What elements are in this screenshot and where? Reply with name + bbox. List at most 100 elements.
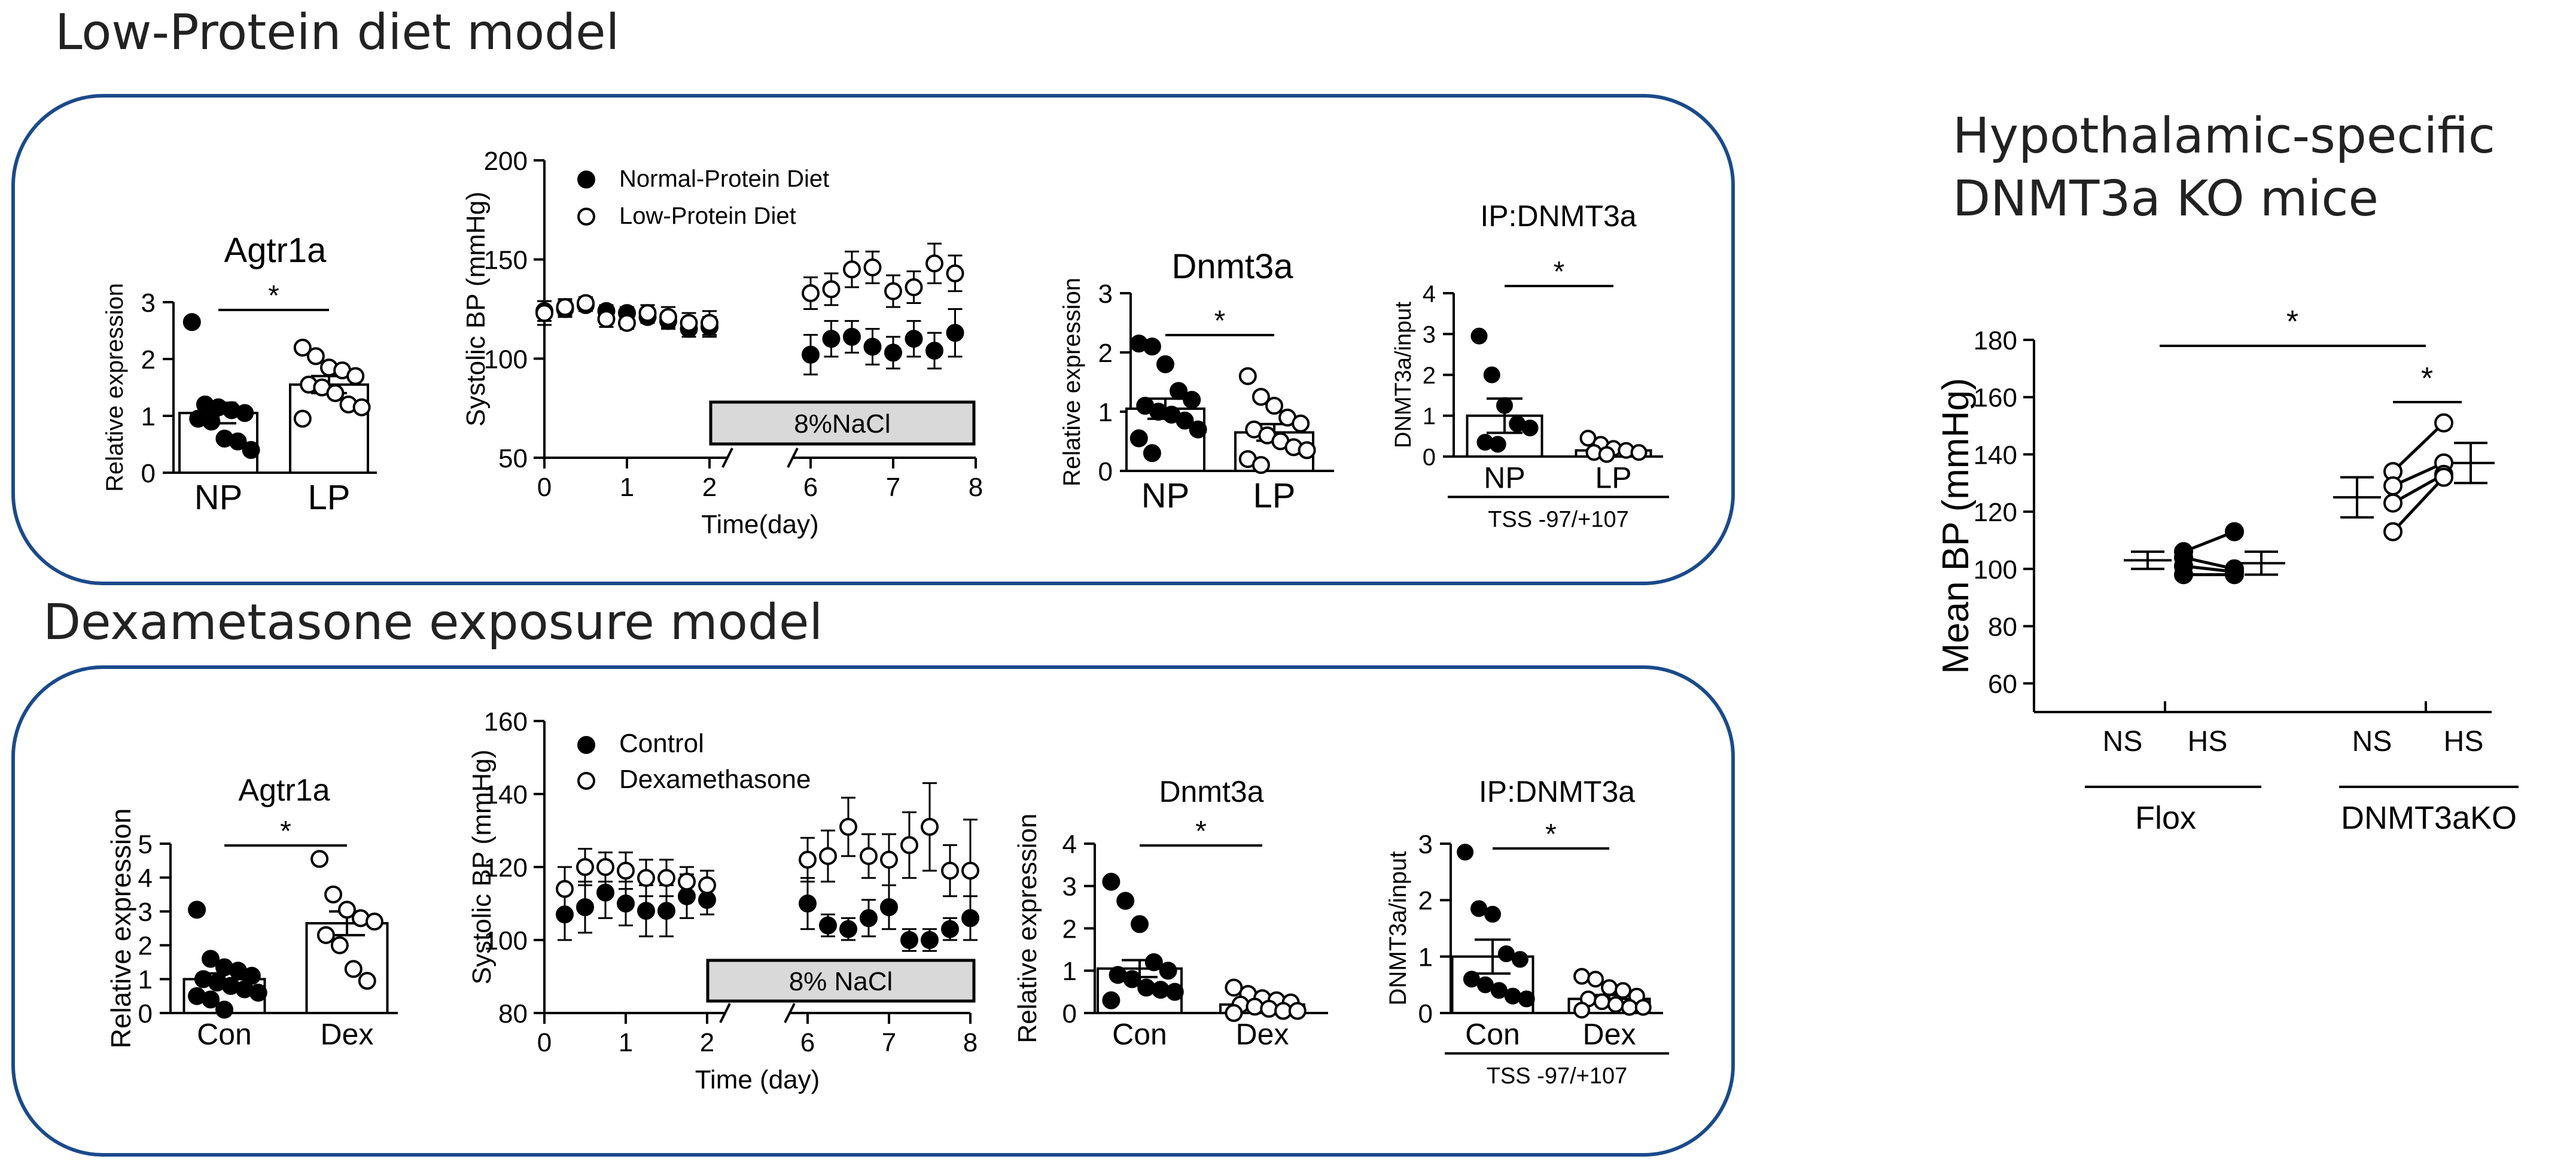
legend-label-1: Low-Protein Diet <box>619 203 796 229</box>
data-point <box>324 885 343 904</box>
y-tick-label: 0 <box>1062 999 1077 1029</box>
data-point <box>1476 976 1494 993</box>
x-tick-label: 8 <box>963 1028 978 1057</box>
salt-period-label: 8% NaCl <box>789 967 893 996</box>
series-point-0 <box>596 883 614 902</box>
significance-marker: * <box>2421 361 2433 396</box>
x-tick-label: 0 <box>537 473 552 502</box>
series-point-1 <box>596 858 614 876</box>
lp-section-title: Low-Protein diet model <box>55 4 619 61</box>
ko-title-line1: Hypothalamic-specific <box>1953 108 2495 165</box>
condition-label-0: NS <box>2103 726 2143 758</box>
paired-line <box>2392 476 2445 533</box>
y-axis-label: Systolic BP (mmHg) <box>467 750 497 985</box>
y-tick-label: 140 <box>484 780 528 810</box>
y-tick-label: 1 <box>1423 403 1436 430</box>
significance-marker: * <box>1214 305 1226 337</box>
series-point-1 <box>657 869 675 887</box>
paired-point-hs <box>2434 413 2453 433</box>
data-point <box>1521 419 1539 437</box>
legend-label-0: Normal-Protein Diet <box>619 166 829 192</box>
series-point-0 <box>900 931 918 949</box>
chart-title: IP:DNMT3a <box>1480 199 1636 233</box>
y-tick-label: 160 <box>484 707 528 737</box>
legend-marker-1 <box>577 772 595 790</box>
series-point-1 <box>961 862 979 880</box>
x-axis-label: Time(day) <box>701 510 818 539</box>
y-axis-label: Mean BP (mmHg) <box>1935 378 1977 674</box>
y-tick-label: 2 <box>1062 914 1077 944</box>
y-axis-label: Relative expression <box>105 808 136 1048</box>
y-tick-label: 150 <box>484 246 528 275</box>
category-label-1: LP <box>1253 476 1296 515</box>
data-point <box>1156 355 1174 373</box>
data-point <box>1634 999 1652 1016</box>
axis-break <box>787 448 799 468</box>
data-point <box>1116 892 1135 910</box>
series-point-1 <box>576 858 594 876</box>
axis-break <box>721 448 733 468</box>
data-point <box>1265 397 1283 415</box>
paired-point-ns <box>2383 476 2403 496</box>
data-point <box>1170 382 1188 400</box>
data-point <box>1137 978 1156 997</box>
data-point <box>1607 996 1624 1013</box>
data-point <box>229 432 247 451</box>
y-tick-label: 0 <box>138 999 153 1029</box>
salt-period-bar <box>706 959 976 1003</box>
data-point <box>1129 429 1148 448</box>
series-point-1 <box>638 304 657 323</box>
data-point <box>1573 968 1591 985</box>
y-tick-label: 2 <box>1098 339 1113 368</box>
dex-section-title: Dexametasone exposure model <box>43 594 823 651</box>
x-tick-label: 0 <box>537 1028 552 1057</box>
series-point-1 <box>698 876 716 895</box>
y-tick-label: 80 <box>498 999 528 1029</box>
y-axis-label: DNMT3a/input <box>1391 302 1416 448</box>
paired-point-hs <box>2434 467 2453 487</box>
y-tick-label: 80 <box>1988 612 2017 641</box>
data-point <box>1630 444 1648 461</box>
axis-break <box>784 1003 796 1023</box>
data-point <box>1298 441 1316 460</box>
ko-title-line2: DNMT3a KO mice <box>1953 171 2379 227</box>
y-tick-label: 3 <box>1418 830 1433 859</box>
lp-systolic-bp-line-chart: 50 100 150 200 0 1 2 6 7 8 Time(day) Systolic BP (m… <box>461 147 983 539</box>
dex-agtr1a-bar-chart: 0 1 2 3 4 5 Agtr1a Relative expression Con Dex * <box>105 773 398 1051</box>
legend-label-0: Control <box>619 729 704 758</box>
y-tick-label: 120 <box>1974 498 2017 527</box>
series-point-0 <box>617 895 635 912</box>
y-tick-label: 160 <box>1974 384 2017 413</box>
series-point-1 <box>680 314 698 332</box>
category-label-0: Con <box>1112 1018 1167 1051</box>
series-point-0 <box>880 898 898 917</box>
series-point-1 <box>921 817 939 836</box>
ko-mean-bp-scatter-chart: 60 80 100 120 140 160 180 Mean BP (mmHg) NS HS NS H… <box>1935 305 2519 836</box>
data-point <box>346 367 365 385</box>
category-label-0: NP <box>194 478 243 517</box>
data-point <box>242 966 261 985</box>
x-tick-label: 2 <box>702 473 717 502</box>
data-point <box>1252 388 1270 406</box>
series-point-0 <box>884 343 902 362</box>
series-point-1 <box>678 872 696 891</box>
series-point-0 <box>921 931 939 949</box>
y-tick-label: 5 <box>138 830 153 859</box>
x-tick-label: 7 <box>882 1028 896 1057</box>
significance-marker: * <box>268 280 279 312</box>
data-point <box>310 850 329 868</box>
x-tick-label: 2 <box>700 1028 714 1057</box>
y-tick-label: 3 <box>141 288 156 318</box>
series-point-1 <box>556 880 574 898</box>
series-point-1 <box>799 850 817 869</box>
data-point <box>1573 1002 1591 1019</box>
x-tick-label: 6 <box>800 1028 815 1057</box>
category-label-1: Dex <box>1583 1018 1636 1051</box>
series-point-1 <box>822 280 841 299</box>
category-label-0: Con <box>1465 1018 1520 1051</box>
y-tick-label: 100 <box>484 926 528 956</box>
data-point <box>1484 905 1501 923</box>
y-axis-label: Systolic BP (mmHg) <box>461 191 491 427</box>
series-point-0 <box>576 898 594 917</box>
data-point <box>1504 987 1521 1005</box>
